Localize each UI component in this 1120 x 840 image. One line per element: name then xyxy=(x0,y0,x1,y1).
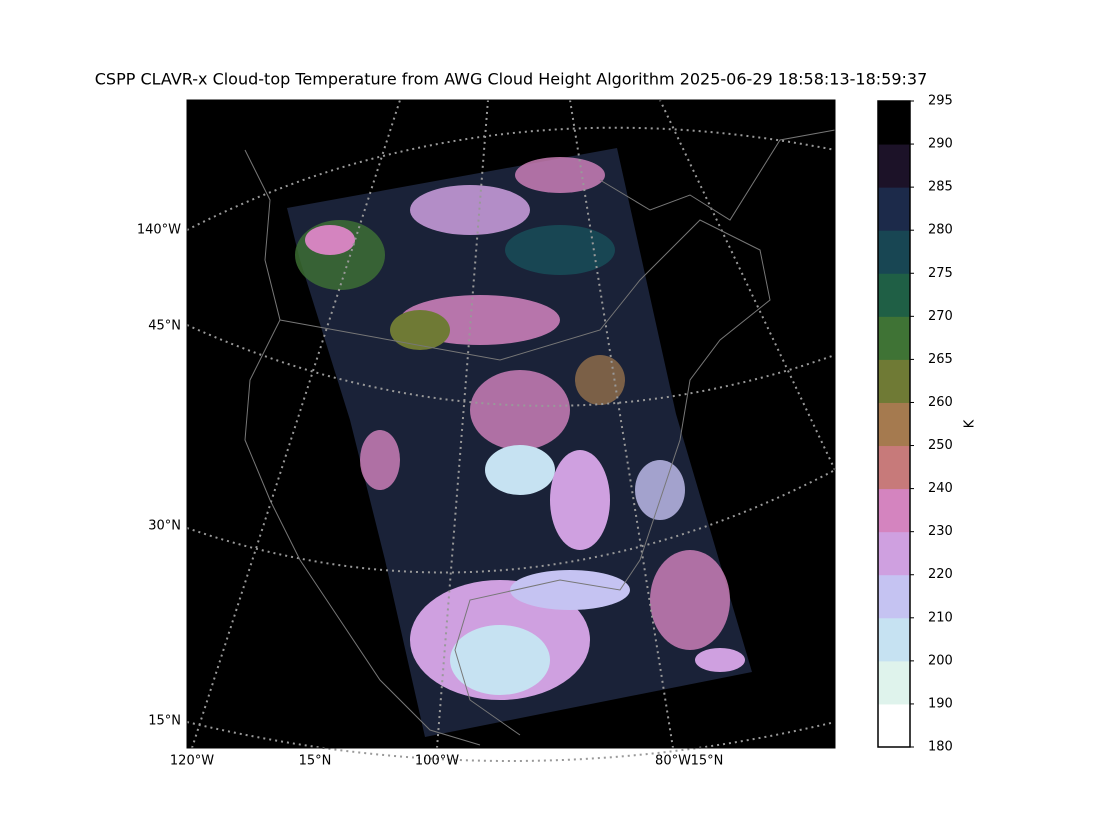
lat-label: 140°W xyxy=(137,223,181,238)
graticule xyxy=(186,99,836,762)
colorbar-label: K xyxy=(963,419,978,428)
colorbar-frame xyxy=(877,100,911,748)
colorbar-tick-label: 280 xyxy=(928,223,953,238)
map-frame xyxy=(186,99,836,749)
colorbar-tick-label: 200 xyxy=(928,653,953,668)
colorbar-segment xyxy=(878,574,910,619)
colorbar-segment xyxy=(878,144,910,188)
colorbar-segment xyxy=(878,101,910,145)
lat-label: 45°N xyxy=(148,319,181,334)
colorbar-tick-label: 290 xyxy=(928,137,953,152)
colorbar-segment xyxy=(878,316,910,360)
colorbar-segment xyxy=(878,230,910,274)
colorbar-segment xyxy=(878,660,910,705)
colorbar-segment xyxy=(878,488,910,533)
colorbar-tick-label: 230 xyxy=(928,524,953,539)
colorbar-segment xyxy=(878,359,910,403)
lon-label: 15°N xyxy=(299,754,332,769)
lat-label: 15°N xyxy=(148,714,181,729)
colorbar-tick-label: 190 xyxy=(928,696,953,711)
colorbar-tick-label: 250 xyxy=(928,438,953,453)
colorbar-segment xyxy=(878,273,910,317)
lon-label: 15°N xyxy=(691,754,724,769)
lat-label: 30°N xyxy=(148,519,181,534)
colorbar-segment xyxy=(878,445,910,490)
colorbar-tick-label: 180 xyxy=(928,740,953,755)
colorbar-tick-label: 240 xyxy=(928,481,953,496)
colorbar-tick-label: 210 xyxy=(928,610,953,625)
colorbar-tick-label: 220 xyxy=(928,567,953,582)
lon-label: 120°W xyxy=(170,754,214,769)
colorbar-segment xyxy=(878,187,910,231)
lon-label: 100°W xyxy=(415,754,459,769)
colorbar-tick-label: 270 xyxy=(928,309,953,324)
colorbar-segment xyxy=(878,531,910,576)
colorbar-segment xyxy=(878,402,910,447)
map-title: CSPP CLAVR-x Cloud-top Temperature from … xyxy=(95,70,928,89)
colorbar-tick-label: 260 xyxy=(928,395,953,410)
colorbar-segment xyxy=(878,703,910,748)
coastlines xyxy=(244,129,836,746)
colorbar-tick-label: 265 xyxy=(928,352,953,367)
colorbar-segment xyxy=(878,617,910,662)
map xyxy=(186,99,836,762)
colorbar-tick-label: 295 xyxy=(928,94,953,109)
colorbar-tick-label: 285 xyxy=(928,180,953,195)
colorbar-tick-label: 275 xyxy=(928,266,953,281)
colorbar: 180 190 200 210 220 230 240 250 260 265 270 275 280 2… xyxy=(877,94,978,755)
lon-label: 80°W xyxy=(655,754,691,769)
